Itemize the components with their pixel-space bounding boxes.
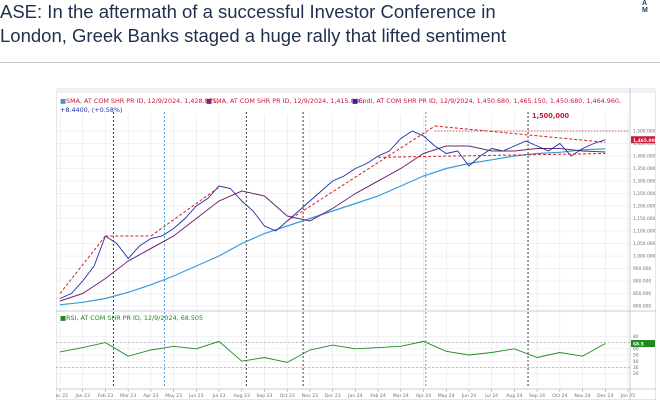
headline-line-2: London, Greek Banks staged a huge rally … — [0, 25, 506, 46]
x-tick-label: Mar 23 — [120, 393, 136, 399]
rsi-tick-label: 80 — [633, 334, 639, 340]
x-tick-label: Dec 24 — [597, 393, 613, 399]
y-tick-label: 1,450.000 — [633, 141, 656, 147]
legend-sma-long: ■SMA, AT COM SHR PR ID, 12/9/2024, 1,428… — [60, 97, 219, 105]
x-tick-label: Dec 23 — [325, 393, 341, 399]
legend-sma-short: ■SMA, AT COM SHR PR ID, 12/9/2024, 1,415… — [206, 97, 365, 105]
x-tick-label: Feb 23 — [98, 393, 114, 399]
y-axis-ticks: 1,500.000 1,450.000 1,400.000 1,350.000 1,30… — [631, 129, 658, 377]
y-tick-label: 1,100.000 — [633, 229, 656, 235]
logo-letter: M — [642, 7, 648, 14]
x-tick-label: Apr 24 — [416, 393, 431, 399]
header-divider — [0, 62, 660, 63]
y-tick-label: 800.000 — [633, 304, 651, 310]
y-tick-label: 1,500.000 — [633, 129, 656, 135]
x-tick-label: Sep 24 — [529, 393, 545, 399]
price-series-group — [59, 130, 606, 306]
x-tick-label: Nov 23 — [302, 393, 318, 399]
logo-letter: A — [642, 0, 648, 7]
x-tick-label: Jun 24 — [461, 393, 477, 399]
x-tick-label: May 24 — [438, 393, 455, 399]
y-tick-label: 1,300.000 — [633, 179, 656, 185]
x-tick-label: Oct 23 — [280, 393, 295, 399]
x-tick-label: Feb 24 — [370, 393, 386, 399]
x-axis-ticks: Dec 22 Jan 23 Feb 23 Mar 23 Apr 23 May 23 Jun … — [52, 389, 635, 399]
trendline — [378, 153, 606, 158]
x-tick-label: Dec 22 — [56, 393, 68, 399]
x-tick-label: Mar 24 — [393, 393, 409, 399]
y-tick-label: 1,400.000 — [633, 154, 656, 160]
x-tick-label: Jan 23 — [75, 393, 90, 399]
logo: A M — [642, 0, 660, 24]
gridlines — [56, 114, 630, 386]
trendlines — [59, 125, 628, 294]
rsi-gridlines — [56, 336, 630, 374]
y-tick-label: 1,150.000 — [633, 216, 656, 222]
y-tick-label: 1,050.000 — [633, 241, 656, 247]
price-line — [59, 130, 606, 299]
y-tick-label: 900.000 — [633, 279, 651, 285]
last-price-label: 1,465.000 — [633, 138, 656, 144]
x-tick-label: Aug 24 — [506, 393, 522, 399]
headline-line-1: ASE: In the aftermath of a successful In… — [0, 1, 496, 22]
x-tick-label: Jan 24 — [347, 393, 362, 399]
rsi-line — [59, 340, 606, 363]
headline: ASE: In the aftermath of a successful In… — [0, 0, 600, 48]
last-price-marker — [631, 136, 655, 144]
legend-candle: ■Cndl, AT COM SHR PR ID, 12/9/2024, 1,45… — [352, 97, 621, 105]
y-tick-label: 1,350.000 — [633, 166, 656, 172]
rsi-tick-label: 20 — [633, 371, 639, 377]
sma-short-line — [59, 145, 606, 302]
annotation-level: 1,500,000 — [532, 112, 570, 120]
rsi-series-group — [59, 340, 606, 363]
x-tick-label: May 23 — [165, 393, 182, 399]
legend-change: +8.4400, (+0.58%) — [60, 106, 122, 114]
y-tick-label: 1,250.000 — [633, 191, 656, 197]
chart-frame — [55, 87, 657, 401]
trendline — [434, 125, 606, 143]
sma-long-line — [59, 148, 606, 306]
y-tick-label: 950.000 — [633, 266, 651, 272]
x-tick-label: Nov 24 — [574, 393, 590, 399]
rsi-tick-label: 50 — [633, 353, 639, 359]
trendline — [150, 186, 220, 237]
x-tick-label: Apr 23 — [143, 393, 158, 399]
y-tick-label: 1,000.000 — [633, 254, 656, 260]
trendline — [286, 125, 436, 222]
x-tick-label: Sep 23 — [256, 393, 272, 399]
x-tick-label: Oct 24 — [552, 393, 567, 399]
y-tick-label: 850.000 — [633, 291, 651, 297]
period-markers — [112, 112, 529, 386]
x-tick-label: Jul 24 — [484, 393, 498, 399]
legend-rsi: ■RSI, AT COM SHR PR ID, 12/9/2024, 68.50… — [60, 314, 203, 322]
x-tick-label: Aug 23 — [234, 393, 250, 399]
rsi-tick-label: 60 — [633, 346, 639, 352]
x-tick-label: Jul 23 — [212, 393, 226, 399]
y-tick-label: 1,200.000 — [633, 204, 656, 210]
chart-panel: ■SMA, AT COM SHR PR ID, 12/9/2024, 1,428… — [52, 87, 658, 401]
rsi-tick-label: 40 — [633, 359, 639, 365]
chart-title-bar — [56, 88, 656, 93]
price-chart: ■SMA, AT COM SHR PR ID, 12/9/2024, 1,428… — [52, 87, 658, 401]
rsi-last-label: 68.5 — [633, 342, 644, 348]
rsi-last-marker — [631, 340, 655, 348]
x-tick-label: Jan 25 — [620, 393, 635, 399]
x-tick-label: Jun 23 — [188, 393, 204, 399]
trendline — [59, 235, 106, 294]
rsi-tick-label: 30 — [633, 365, 639, 371]
